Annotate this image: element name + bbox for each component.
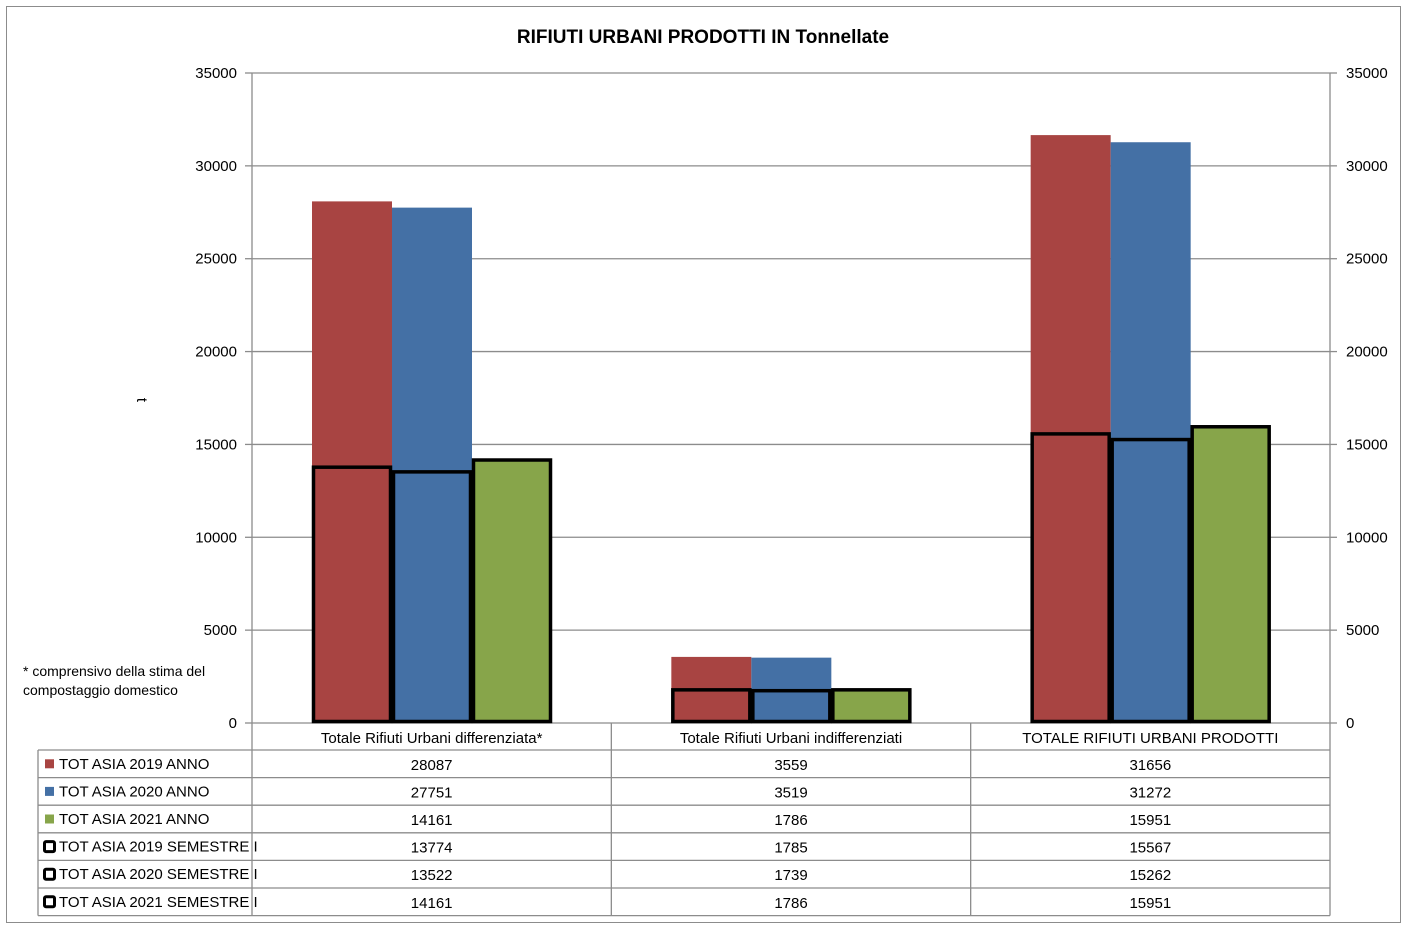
table-value: 14161	[411, 895, 453, 912]
right-tick-label: 0	[1346, 715, 1354, 732]
table-value: 1739	[774, 867, 807, 884]
legend-label: TOT ASIA 2020 ANNO	[59, 783, 209, 800]
left-tick-label: 20000	[195, 344, 237, 361]
left-tick-label: 5000	[204, 622, 237, 639]
right-tick-label: 15000	[1346, 436, 1388, 453]
chart-title: RIFIUTI URBANI PRODOTTI IN Tonnellate	[517, 27, 889, 48]
table-value: 13774	[411, 840, 453, 857]
left-tick-label: 35000	[195, 65, 237, 82]
y-axis-label: t	[133, 398, 150, 403]
table-value: 13522	[411, 867, 453, 884]
legend-key	[43, 840, 56, 854]
outline-bar	[311, 465, 393, 724]
table-value: 1786	[774, 895, 807, 912]
table-value: 27751	[411, 784, 453, 801]
left-tick-label: 10000	[195, 529, 237, 546]
legend-key	[43, 895, 56, 909]
table-value: 31656	[1129, 757, 1171, 774]
table-value: 28087	[411, 757, 453, 774]
table-value: 3519	[774, 784, 807, 801]
left-tick-label: 25000	[195, 251, 237, 268]
right-tick-label: 25000	[1346, 251, 1388, 268]
left-tick-label: 0	[229, 715, 237, 732]
left-tick-label: 30000	[195, 158, 237, 175]
right-tick-label: 5000	[1346, 622, 1379, 639]
table-value: 15262	[1129, 867, 1171, 884]
legend-label: TOT ASIA 2020 SEMESTRE I	[59, 866, 258, 883]
table-value: 15951	[1129, 812, 1171, 829]
outline-bar	[1110, 437, 1191, 724]
bar	[472, 460, 552, 723]
legend-key	[45, 814, 54, 824]
outline-bar	[751, 688, 832, 724]
bar	[1030, 135, 1111, 724]
table-value: 15567	[1129, 840, 1171, 857]
bar	[1110, 142, 1191, 724]
category-label: Totale Rifiuti Urbani indifferenziati	[680, 730, 902, 747]
legend-key	[45, 759, 54, 769]
legend-label: TOT ASIA 2021 ANNO	[59, 811, 209, 828]
bar	[1190, 426, 1271, 723]
category-label: TOTALE RIFIUTI URBANI PRODOTTI	[1022, 730, 1278, 747]
chart-frame	[6, 6, 1401, 923]
left-tick-label: 15000	[195, 436, 237, 453]
outline-bar	[1030, 432, 1111, 724]
table-value: 1786	[774, 812, 807, 829]
right-tick-label: 35000	[1346, 65, 1388, 82]
table-value: 15951	[1129, 895, 1171, 912]
table-value: 31272	[1129, 784, 1171, 801]
bar	[392, 207, 472, 724]
bar	[831, 689, 912, 723]
legend-key	[45, 786, 54, 796]
legend-label: TOT ASIA 2019 SEMESTRE I	[59, 839, 258, 856]
table-value: 14161	[411, 812, 453, 829]
outline-bar	[471, 458, 553, 724]
table-value: 3559	[774, 757, 807, 774]
legend-key	[43, 867, 56, 881]
legend-label: TOT ASIA 2021 SEMESTRE I	[59, 894, 258, 911]
footnote: compostaggio domestico	[23, 682, 178, 698]
footnote: * comprensivo della stima del	[23, 663, 205, 679]
outline-bar	[1190, 425, 1271, 724]
outline-bar	[391, 470, 473, 724]
bar	[312, 201, 392, 724]
outline-bar	[671, 688, 752, 724]
category-label: Totale Rifiuti Urbani differenziata*	[321, 730, 543, 747]
outline-bar	[831, 688, 912, 724]
right-tick-label: 10000	[1346, 529, 1388, 546]
legend-label: TOT ASIA 2019 ANNO	[59, 756, 209, 773]
right-tick-label: 20000	[1346, 344, 1388, 361]
right-tick-label: 30000	[1346, 158, 1388, 175]
table-value: 1785	[774, 840, 807, 857]
